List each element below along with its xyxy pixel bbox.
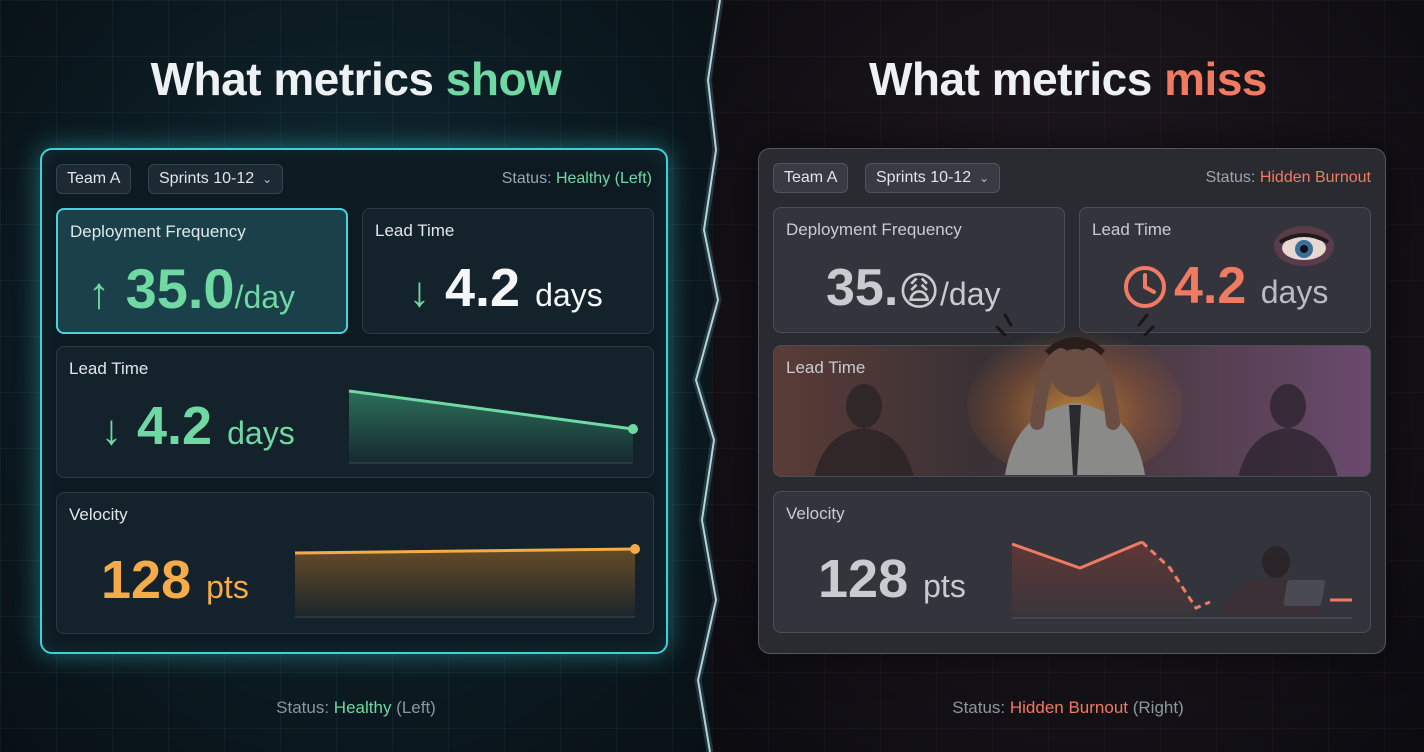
metric-unit: days [535,277,603,313]
right-half: What metrics miss Team A Sprints 10-12 ⌄ … [712,0,1424,752]
metric-unit: pts [923,568,966,604]
metric-number: 35. [826,259,899,317]
arrow-up-icon: ↑ [88,269,110,318]
metric-number: 128 [818,549,909,609]
velocity-value: 128 pts [101,549,249,611]
sprint-select-label: Sprints 10-12 [159,170,255,187]
card-label: Lead Time [375,221,455,240]
metric-number: 35.0 [125,257,235,320]
arrow-down-icon: ↓ [409,268,430,315]
arrow-down-icon: ↓ [101,406,122,453]
metric-unit: pts [206,569,249,605]
status-text: Status: Hidden Burnout [1206,169,1371,187]
lead-time-card[interactable]: Lead Time 4.2 days [1079,207,1371,333]
split-divider [692,0,724,752]
caption-suffix: (Right) [1128,698,1184,717]
stressed-person-icon [1238,384,1338,476]
velocity-value: 128 pts [818,548,966,610]
chevron-down-icon: ⌄ [262,172,273,186]
lead-time-card[interactable]: Lead Time ↓ 4.2 days [362,208,654,334]
deploy-frequency-card[interactable]: Deployment Frequency ↑ 35.0/day [56,208,348,334]
metric-unit: days [1260,274,1329,310]
status-label: Status: [501,170,556,187]
left-heading-accent: show [445,53,562,105]
metric-unit: /day [940,276,1001,312]
weary-face-icon: 😩 [898,270,940,314]
status-value: Healthy (Left) [555,170,652,187]
metric-unit: /day [234,279,296,315]
velocity-sparkline [294,544,640,618]
metric-number: 4.2 [137,396,213,456]
chevron-down-icon: ⌄ [979,171,990,185]
tired-eye-icon [1274,226,1334,266]
lead-time-trend-value: ↓ 4.2 days [101,395,295,457]
card-label: Velocity [69,505,128,524]
deploy-frequency-value: 35.😩/day [826,258,1000,318]
team-chip[interactable]: Team A [773,163,849,193]
team-chip-label: Team A [784,169,838,186]
caption-prefix: Status: [276,698,334,717]
card-label: Velocity [786,504,845,523]
status-text: Status: Healthy (Left) [502,170,652,188]
deploy-frequency-card[interactable]: Deployment Frequency 35.😩/day [773,207,1065,333]
left-heading: What metrics show [0,52,712,106]
card-label: Lead Time [69,359,149,378]
clock-icon [1124,266,1166,308]
left-heading-prefix: What metrics [150,53,446,105]
velocity-card[interactable]: Velocity 128 pts [773,491,1371,633]
card-label: Deployment Frequency [70,222,246,241]
card-label: Lead Time [1092,220,1172,239]
caption-suffix: (Left) [391,698,436,717]
lead-time-sparkline [348,389,638,464]
status-value: Hidden Burnout [1259,169,1371,186]
lead-time-trend-card[interactable]: Lead Time ↓ 4.2 days [56,346,654,478]
metric-unit: days [227,415,295,451]
right-heading: What metrics miss [712,52,1424,106]
right-dashboard-panel: Team A Sprints 10-12 ⌄ Status: Hidden Bur… [758,148,1386,654]
left-dashboard-panel: Team A Sprints 10-12 ⌄ Status: Healthy (L… [40,148,668,654]
burnout-person-figure [967,313,1183,475]
card-label: Lead Time [786,358,866,377]
card-label: Deployment Frequency [786,220,962,239]
sprint-select[interactable]: Sprints 10-12 ⌄ [865,163,1001,193]
stressed-person-icon [814,384,914,476]
caption-value: Hidden Burnout [1009,698,1129,717]
metric-number: 128 [101,550,192,610]
metric-number: 4.2 [445,258,521,318]
team-chip-label: Team A [67,170,121,187]
caption-value: Healthy [333,698,392,717]
lead-time-value: 4.2 days [1174,256,1328,316]
lead-time-value: ↓ 4.2 days [409,257,603,319]
right-heading-accent: miss [1164,53,1267,105]
metric-number: 4.2 [1174,257,1247,315]
team-chip[interactable]: Team A [56,164,132,194]
caption-prefix: Status: [952,698,1010,717]
velocity-crash-sparkline [1011,540,1352,619]
right-heading-prefix: What metrics [869,53,1165,105]
status-label: Status: [1205,169,1260,186]
deploy-frequency-value: ↑ 35.0/day [88,256,295,321]
left-caption: Status: Healthy (Left) [0,698,712,718]
sprint-select[interactable]: Sprints 10-12 ⌄ [148,164,284,194]
left-half: What metrics show Team A Sprints 10-12 ⌄ … [0,0,712,752]
sprint-select-label: Sprints 10-12 [876,169,972,186]
velocity-card[interactable]: Velocity 128 pts [56,492,654,634]
right-caption: Status: Hidden Burnout (Right) [712,698,1424,718]
